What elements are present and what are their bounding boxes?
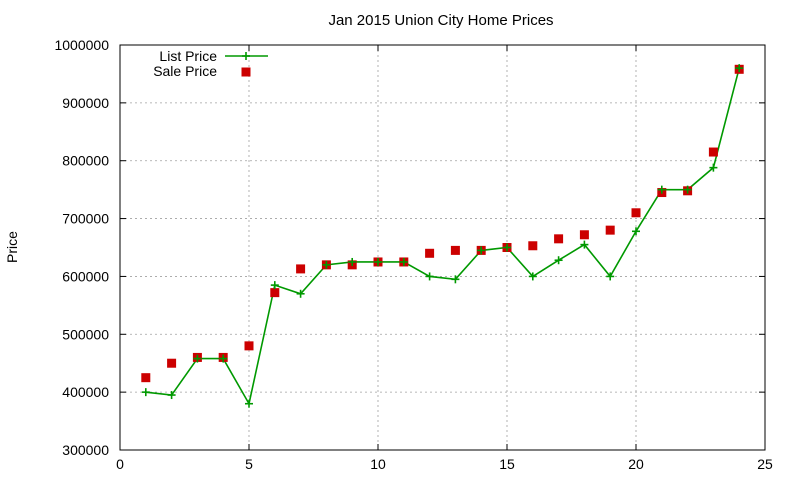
chart-title: Jan 2015 Union City Home Prices (328, 12, 553, 29)
list-price-point (348, 257, 357, 266)
y-tick-label: 800000 (62, 153, 109, 169)
sale-price-point (528, 241, 538, 251)
list-price-point (245, 399, 253, 408)
legend-label-sale-price: Sale Price (153, 63, 217, 79)
list-price-point (735, 64, 744, 73)
legend-marker-sale-price (241, 67, 251, 77)
y-tick-label: 400000 (62, 384, 109, 400)
list-price-point (606, 272, 615, 281)
sale-price-point (554, 234, 564, 244)
list-price-point (657, 185, 666, 194)
list-price-point (270, 281, 279, 290)
list-price-point (296, 289, 305, 298)
plot-border (119, 44, 766, 451)
list-price-point (709, 163, 718, 172)
x-tick-label: 20 (628, 456, 644, 472)
sale-price-point (296, 264, 306, 274)
list-price-point (425, 272, 434, 281)
sale-price-point (270, 288, 280, 298)
sale-price-point (579, 230, 589, 240)
sale-price-point (708, 147, 718, 157)
list-price-point (219, 354, 228, 363)
legend-label-list-price: List Price (159, 48, 217, 64)
grid (120, 45, 765, 450)
list-price-point (374, 257, 382, 266)
series (141, 64, 744, 408)
y-axis-label: Price (4, 231, 20, 263)
legend-marker-list-price (242, 52, 250, 60)
list-price-point (399, 257, 408, 266)
tick-labels: 0 5 10 15 20 25 300000 400000 500000 600000 700000… (54, 37, 773, 472)
sale-price-point (605, 225, 615, 235)
list-price-line (145, 67, 740, 406)
legend: List Price Sale Price (153, 48, 268, 79)
axis-ticks (119, 44, 766, 451)
list-price-point (141, 388, 150, 397)
x-tick-label: 10 (370, 456, 386, 472)
sale-price-point (167, 358, 177, 368)
list-price-point (580, 240, 589, 249)
sale-price-point (450, 245, 460, 255)
sale-price-point (425, 248, 435, 258)
y-tick-label: 900000 (62, 95, 109, 111)
list-price-point (451, 275, 460, 284)
list-price-point (554, 256, 563, 265)
x-tick-label: 0 (116, 456, 124, 472)
y-tick-label: 700000 (62, 211, 109, 227)
list-price-point (322, 260, 331, 269)
y-tick-label: 500000 (62, 326, 109, 342)
x-tick-label: 25 (757, 456, 773, 472)
list-price-point (632, 227, 640, 236)
sale-price-point (141, 373, 151, 383)
list-price-point (193, 354, 202, 363)
y-tick-label: 600000 (62, 268, 109, 284)
list-price-point (167, 391, 176, 400)
x-tick-label: 5 (245, 456, 253, 472)
sale-price-point (244, 341, 254, 351)
y-tick-label: 300000 (62, 442, 109, 458)
list-price-point (683, 185, 692, 194)
list-price-point (528, 272, 537, 281)
list-price-point (503, 243, 511, 252)
y-tick-label: 1000000 (54, 37, 109, 53)
list-price-point (477, 246, 486, 255)
sale-price-point (631, 208, 641, 218)
x-tick-label: 15 (499, 456, 515, 472)
